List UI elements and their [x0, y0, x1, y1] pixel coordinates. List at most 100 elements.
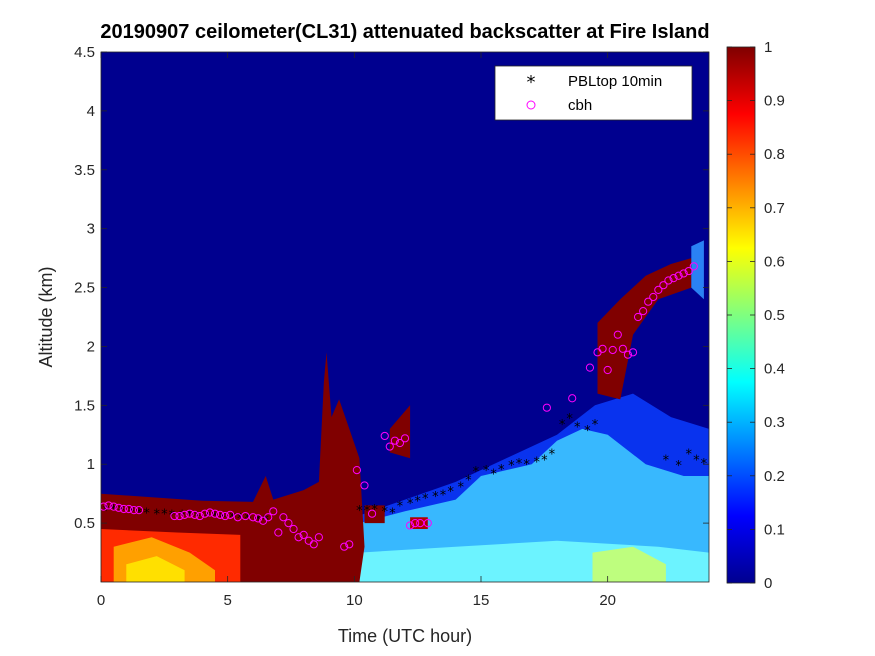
cbh-point: [644, 297, 653, 306]
pbltop-point: *: [559, 418, 566, 433]
cbh-point: [639, 307, 648, 316]
heatmap-yellow-surface-layer: [126, 556, 185, 582]
cbh-point: [618, 344, 627, 353]
colorbar-tick-label: 0.8: [764, 146, 785, 163]
pbltop-point: *: [523, 458, 530, 473]
cbh-point: [253, 514, 263, 523]
cbh-point: [542, 403, 551, 412]
colorbar-tick-label: 0.2: [764, 468, 785, 485]
y-tick-label: 1: [87, 456, 95, 473]
y-tick-label: 0.5: [74, 515, 95, 532]
pbltop-point: *: [422, 492, 429, 507]
legend: * PBLtop 10min cbh: [494, 65, 693, 121]
heatmap-aerosol-plume: [597, 258, 692, 400]
pbltop-point: *: [186, 509, 193, 524]
pbltop-point: *: [414, 495, 421, 510]
heatmap-cyan-layer: [359, 428, 709, 582]
pbltop-point: *: [371, 503, 378, 518]
pbltop-point: *: [693, 453, 700, 468]
colorbar-tick-label: 1: [764, 39, 772, 56]
cbh-point: [170, 511, 179, 521]
heatmap-aerosol-fringe: [691, 240, 704, 300]
cbh-point: [598, 344, 607, 353]
cbh-point: [279, 513, 288, 522]
colorbar: 0 0.1 0.2 0.3 0.4 0.5 0.6 0.7 0.8 0.9 1: [726, 39, 785, 592]
pbltop-point: *: [381, 505, 388, 520]
pbltop-point: *: [541, 453, 548, 468]
cbh-point: [274, 528, 283, 537]
cbh-point: [633, 312, 643, 322]
colorbar-tick-label: 0.5: [764, 307, 785, 324]
cbh-point: [299, 530, 308, 539]
colorbar-tick-label: 0: [764, 575, 772, 592]
y-tick-label: 2: [87, 338, 95, 355]
cbh-point: [352, 466, 361, 475]
colorbar-tick-label: 0.4: [764, 361, 785, 378]
x-tick-label: 10: [346, 592, 363, 609]
legend-label-cbh: cbh: [568, 97, 592, 114]
cbh-point: [654, 285, 663, 295]
pbltop-point: *: [592, 418, 599, 433]
heatmap-cloud-12utc: [389, 405, 411, 459]
y-axis-label: Altitude (km): [36, 266, 56, 367]
cbh-point: [269, 507, 278, 516]
cbh-point: [380, 431, 389, 441]
colorbar-tick-label: 0.6: [764, 253, 785, 270]
pbltop-point: *: [566, 412, 573, 427]
cbh-point: [119, 504, 128, 514]
pbltop-point: *: [364, 504, 371, 519]
pbltop-point: *: [397, 499, 404, 514]
x-tick-label: 0: [97, 592, 105, 609]
pbltop-point: *: [245, 512, 252, 527]
y-tick-label: 4: [87, 103, 95, 120]
x-tick-label: 20: [599, 592, 616, 609]
colorbar-tick-label: 0.9: [764, 93, 785, 110]
chart-title: 20190907 ceilometer(CL31) attenuated bac…: [100, 21, 709, 43]
pbltop-point: *: [262, 513, 269, 528]
y-tick-label: 2.5: [74, 280, 95, 297]
cbh-point: [679, 269, 688, 278]
cbh-point: [628, 348, 638, 357]
legend-box: [494, 65, 693, 121]
pbltop-point: *: [389, 506, 396, 521]
cbh-point: [367, 509, 377, 518]
cbh-point: [689, 262, 698, 271]
cbh-point: [568, 394, 577, 403]
heatmap-saturated-layer: [101, 352, 365, 582]
x-tick-label: 15: [473, 592, 490, 609]
cbh-point: [241, 511, 250, 521]
pbltop-point: *: [473, 465, 480, 480]
pbltop-point: *: [483, 464, 490, 479]
legend-marker-pbltop: *: [527, 72, 536, 93]
cbh-point: [221, 511, 230, 521]
pbltop-point: *: [508, 459, 515, 474]
y-tick-label: 4.5: [74, 44, 95, 61]
cbh-point: [205, 508, 215, 517]
cbh-point: [248, 513, 258, 522]
cbh-point: [649, 292, 658, 302]
plot-frame: [100, 51, 710, 583]
heatmap-yellow-patch: [592, 546, 666, 582]
cbh-point: [608, 345, 617, 355]
pbltop-point: *: [440, 489, 447, 504]
cbh-point: [109, 502, 118, 511]
pbltop-point: *: [457, 480, 464, 495]
cbh-point: [659, 281, 668, 290]
pbltop-point: *: [465, 473, 472, 488]
cbh-point: [101, 502, 108, 511]
pbltop-point: *: [143, 506, 150, 521]
cbh-point: [284, 519, 293, 528]
cbh-point: [674, 271, 683, 280]
cbh-point: [210, 509, 220, 518]
cbh-point: [623, 350, 633, 359]
cbh-point: [314, 533, 323, 542]
cbh-point: [411, 519, 420, 528]
x-axis-label: Time (UTC hour): [338, 626, 472, 646]
cbh-point: [114, 503, 123, 512]
pbltop-point: *: [701, 457, 708, 472]
cbh-point: [175, 511, 184, 521]
backscatter-heatmap: [101, 52, 709, 582]
pbltop-point: *: [432, 490, 439, 505]
y-tick-label: 3: [87, 221, 95, 238]
